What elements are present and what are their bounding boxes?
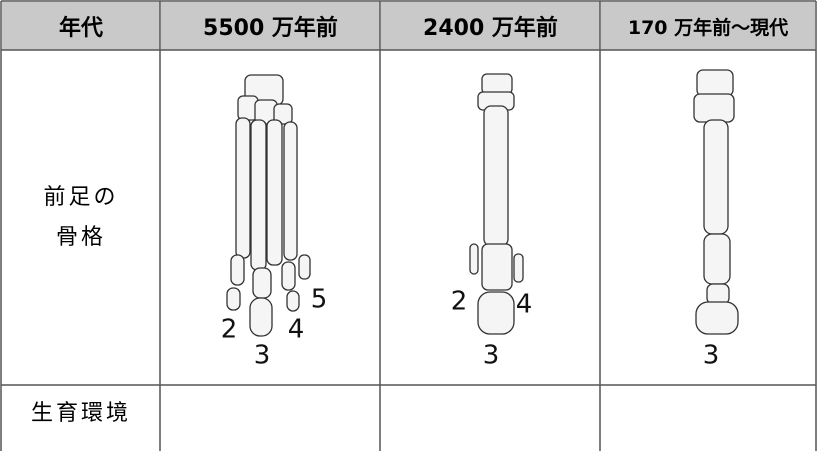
row-label: 前足の 骨格 <box>2 51 160 385</box>
digit-label: 2 <box>221 315 238 345</box>
foot-modern <box>693 69 739 335</box>
row-label-line: 骨格 <box>55 225 106 250</box>
header-cell: 2400 万年前 <box>381 2 600 50</box>
digit-label: 3 <box>703 341 720 371</box>
digit-label: 2 <box>451 287 468 317</box>
row-label: 生育環境 <box>2 386 160 442</box>
digit-label: 4 <box>516 290 533 320</box>
header-cell: 170 万年前～現代 <box>601 2 815 50</box>
digit-label: 5 <box>311 285 328 315</box>
header-cell: 年代 <box>2 2 160 50</box>
header-cell: 5500 万年前 <box>161 2 380 50</box>
digit-label: 3 <box>254 341 271 371</box>
digit-label: 3 <box>483 341 500 371</box>
foot-5500 <box>226 74 311 337</box>
row-label-line: 前足の <box>43 185 119 210</box>
digit-label: 4 <box>288 315 305 345</box>
row-label-line: 生育環境 <box>30 401 131 426</box>
foot-2400 <box>469 73 524 335</box>
